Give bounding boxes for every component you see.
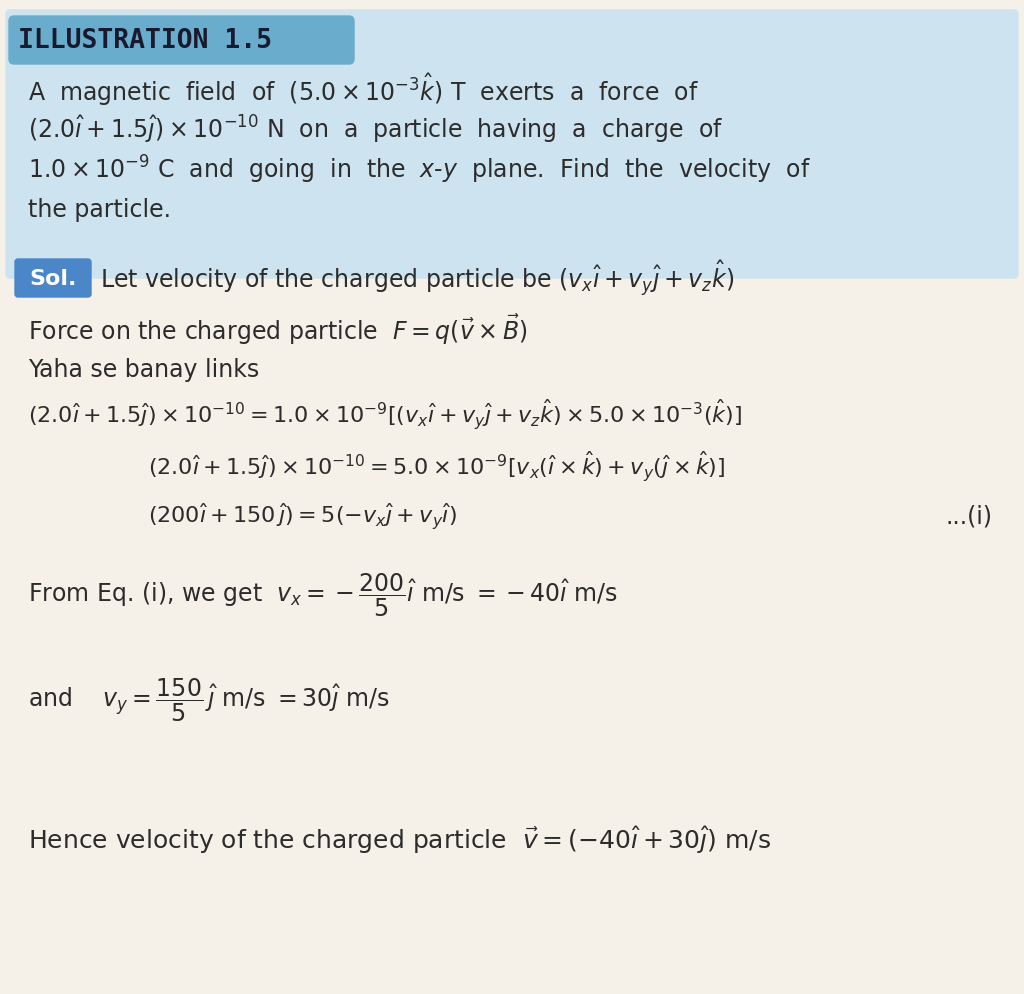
Text: and    $v_y=\dfrac{150}{5}\,\hat{\jmath}$ m/s $=30\hat{\jmath}$ m/s: and $v_y=\dfrac{150}{5}\,\hat{\jmath}$ m… xyxy=(28,676,390,723)
FancyBboxPatch shape xyxy=(15,259,91,297)
Text: Hence velocity of the charged particle  $\vec{v}=(-40\hat{\imath}+30\hat{\jmath}: Hence velocity of the charged particle $… xyxy=(28,823,771,855)
Text: $(2.0\hat{\imath}+1.5\hat{\jmath})\times10^{-10}$ N  on  a  particle  having  a : $(2.0\hat{\imath}+1.5\hat{\jmath})\times… xyxy=(28,113,723,146)
Text: $(200\hat{\imath}+150\,\hat{\jmath})=5(-v_x\hat{\jmath}+v_y\hat{\imath})$: $(200\hat{\imath}+150\,\hat{\jmath})=5(-… xyxy=(148,501,457,532)
Text: ILLUSTRATION 1.5: ILLUSTRATION 1.5 xyxy=(18,28,272,54)
Text: $(2.0\hat{\imath}+1.5\hat{\jmath})\times10^{-10}=1.0\times10^{-9}[(v_x\hat{\imat: $(2.0\hat{\imath}+1.5\hat{\jmath})\times… xyxy=(28,398,742,431)
Text: A  magnetic  field  of  $(5.0\times10^{-3}\hat{k})$ T  exerts  a  force  of: A magnetic field of $(5.0\times10^{-3}\h… xyxy=(28,72,699,108)
Text: Yaha se banay links: Yaha se banay links xyxy=(28,358,259,382)
Text: $(2.0\hat{\imath}+1.5\hat{\jmath})\times10^{-10}=5.0\times10^{-9}[v_x(\hat{\imat: $(2.0\hat{\imath}+1.5\hat{\jmath})\times… xyxy=(148,449,725,484)
FancyBboxPatch shape xyxy=(9,17,354,65)
Text: ...(i): ...(i) xyxy=(945,505,992,529)
Text: Let velocity of the charged particle be $(v_x\hat{\imath}+v_y\hat{\jmath}+v_z\ha: Let velocity of the charged particle be … xyxy=(100,258,734,299)
Text: $1.0\times10^{-9}$ C  and  going  in  the  $x$-$y$  plane.  Find  the  velocity : $1.0\times10^{-9}$ C and going in the $x… xyxy=(28,154,811,186)
FancyBboxPatch shape xyxy=(6,11,1018,278)
Text: Force on the charged particle  $F=q(\vec{v}\times\vec{B})$: Force on the charged particle $F=q(\vec{… xyxy=(28,312,527,347)
Text: the particle.: the particle. xyxy=(28,198,171,222)
Text: From Eq. (i), we get  $v_x=-\dfrac{200}{5}\hat{\imath}$ m/s $=-40\hat{\imath}$ m: From Eq. (i), we get $v_x=-\dfrac{200}{5… xyxy=(28,571,618,618)
Text: Sol.: Sol. xyxy=(30,268,77,288)
